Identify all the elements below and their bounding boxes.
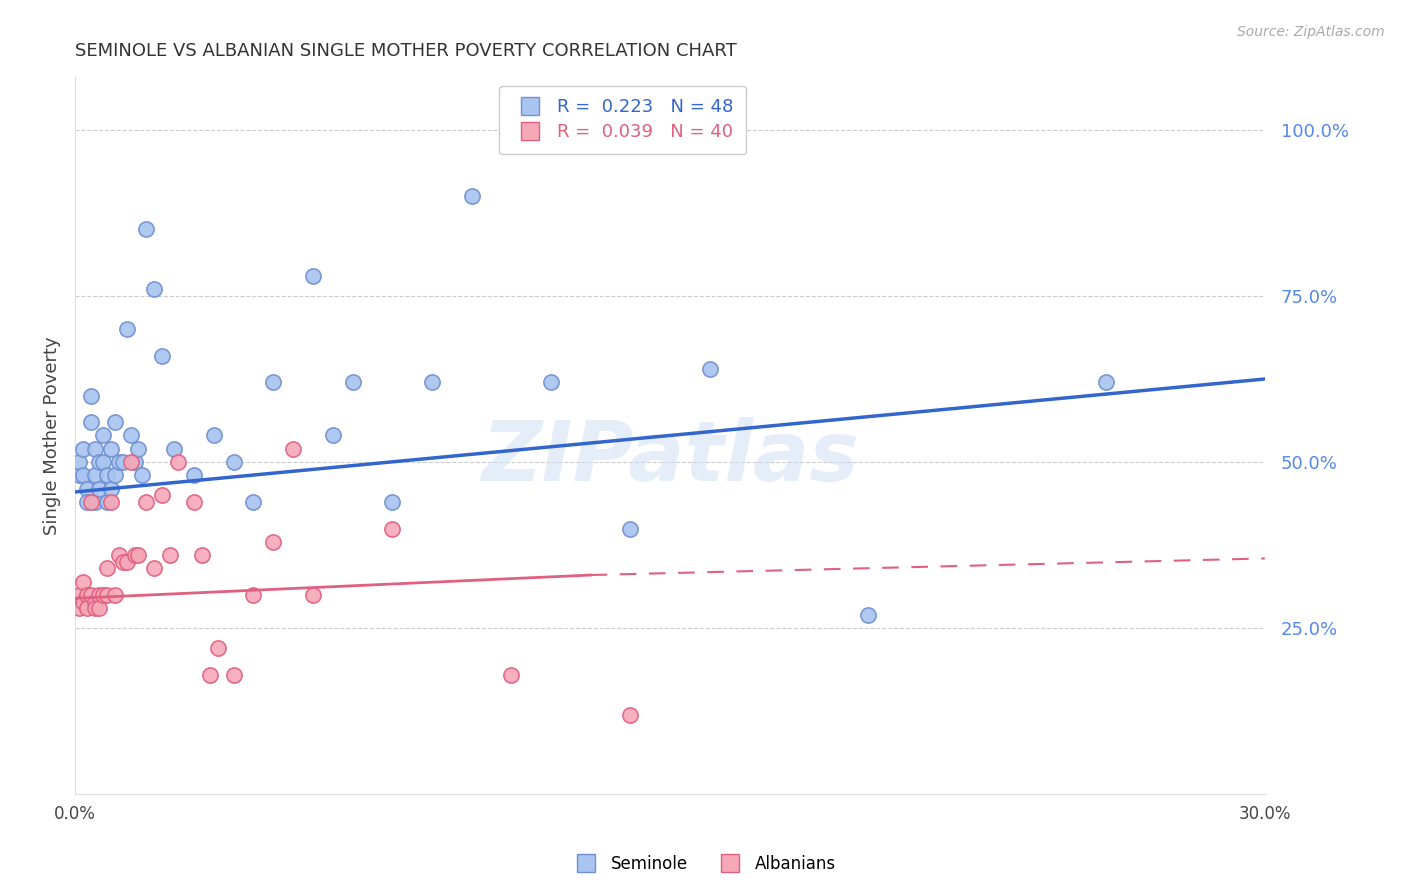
Point <box>80 588 103 602</box>
Point <box>72 468 94 483</box>
Text: ZIPatlas: ZIPatlas <box>481 417 859 498</box>
Point <box>67 455 90 469</box>
Point <box>96 561 118 575</box>
Point <box>104 468 127 483</box>
Y-axis label: Single Mother Poverty: Single Mother Poverty <box>44 336 60 535</box>
Point <box>183 495 205 509</box>
Point <box>242 495 264 509</box>
Point <box>111 555 134 569</box>
Point <box>104 588 127 602</box>
Legend: R =  0.223   N = 48, R =  0.039   N = 40: R = 0.223 N = 48, R = 0.039 N = 40 <box>499 86 745 154</box>
Point <box>100 442 122 456</box>
Point <box>115 555 138 569</box>
Point <box>83 495 105 509</box>
Point <box>87 601 110 615</box>
Point <box>87 588 110 602</box>
Point <box>222 667 245 681</box>
Point <box>242 588 264 602</box>
Point <box>127 442 149 456</box>
Point <box>96 495 118 509</box>
Point <box>76 495 98 509</box>
Point <box>91 428 114 442</box>
Point <box>281 442 304 456</box>
Point <box>619 522 641 536</box>
Point <box>96 588 118 602</box>
Point <box>124 455 146 469</box>
Point <box>460 189 482 203</box>
Point <box>619 707 641 722</box>
Point <box>150 488 173 502</box>
Point <box>115 322 138 336</box>
Point <box>80 415 103 429</box>
Point <box>858 607 880 622</box>
Point <box>302 588 325 602</box>
Point <box>198 667 221 681</box>
Point <box>83 601 105 615</box>
Point <box>262 376 284 390</box>
Point <box>87 482 110 496</box>
Point <box>67 601 90 615</box>
Point <box>83 468 105 483</box>
Point <box>381 495 404 509</box>
Point <box>87 455 110 469</box>
Point <box>72 574 94 589</box>
Point <box>80 495 103 509</box>
Point <box>381 522 404 536</box>
Point <box>163 442 186 456</box>
Point <box>96 468 118 483</box>
Point <box>143 561 166 575</box>
Point <box>207 641 229 656</box>
Point <box>699 362 721 376</box>
Point <box>83 442 105 456</box>
Point <box>262 534 284 549</box>
Point <box>100 482 122 496</box>
Point <box>76 601 98 615</box>
Point <box>100 495 122 509</box>
Point <box>91 455 114 469</box>
Point <box>111 455 134 469</box>
Point <box>302 268 325 283</box>
Point <box>72 442 94 456</box>
Point <box>76 482 98 496</box>
Point <box>72 594 94 608</box>
Point <box>1095 376 1118 390</box>
Point <box>540 376 562 390</box>
Point <box>183 468 205 483</box>
Legend: Seminole, Albanians: Seminole, Albanians <box>562 848 844 880</box>
Point <box>120 428 142 442</box>
Point <box>167 455 190 469</box>
Point <box>191 548 214 562</box>
Point <box>67 588 90 602</box>
Point <box>107 548 129 562</box>
Point <box>107 455 129 469</box>
Point <box>124 548 146 562</box>
Point <box>67 468 90 483</box>
Point <box>76 588 98 602</box>
Point <box>104 415 127 429</box>
Point <box>143 282 166 296</box>
Text: Source: ZipAtlas.com: Source: ZipAtlas.com <box>1237 25 1385 39</box>
Point <box>501 667 523 681</box>
Point <box>127 548 149 562</box>
Point <box>322 428 344 442</box>
Point <box>150 349 173 363</box>
Point <box>80 389 103 403</box>
Point <box>91 588 114 602</box>
Text: SEMINOLE VS ALBANIAN SINGLE MOTHER POVERTY CORRELATION CHART: SEMINOLE VS ALBANIAN SINGLE MOTHER POVER… <box>75 42 737 60</box>
Point <box>222 455 245 469</box>
Point <box>135 222 157 236</box>
Point <box>202 428 225 442</box>
Point <box>342 376 364 390</box>
Point <box>120 455 142 469</box>
Point <box>135 495 157 509</box>
Point <box>131 468 153 483</box>
Point <box>83 594 105 608</box>
Point <box>159 548 181 562</box>
Point <box>420 376 443 390</box>
